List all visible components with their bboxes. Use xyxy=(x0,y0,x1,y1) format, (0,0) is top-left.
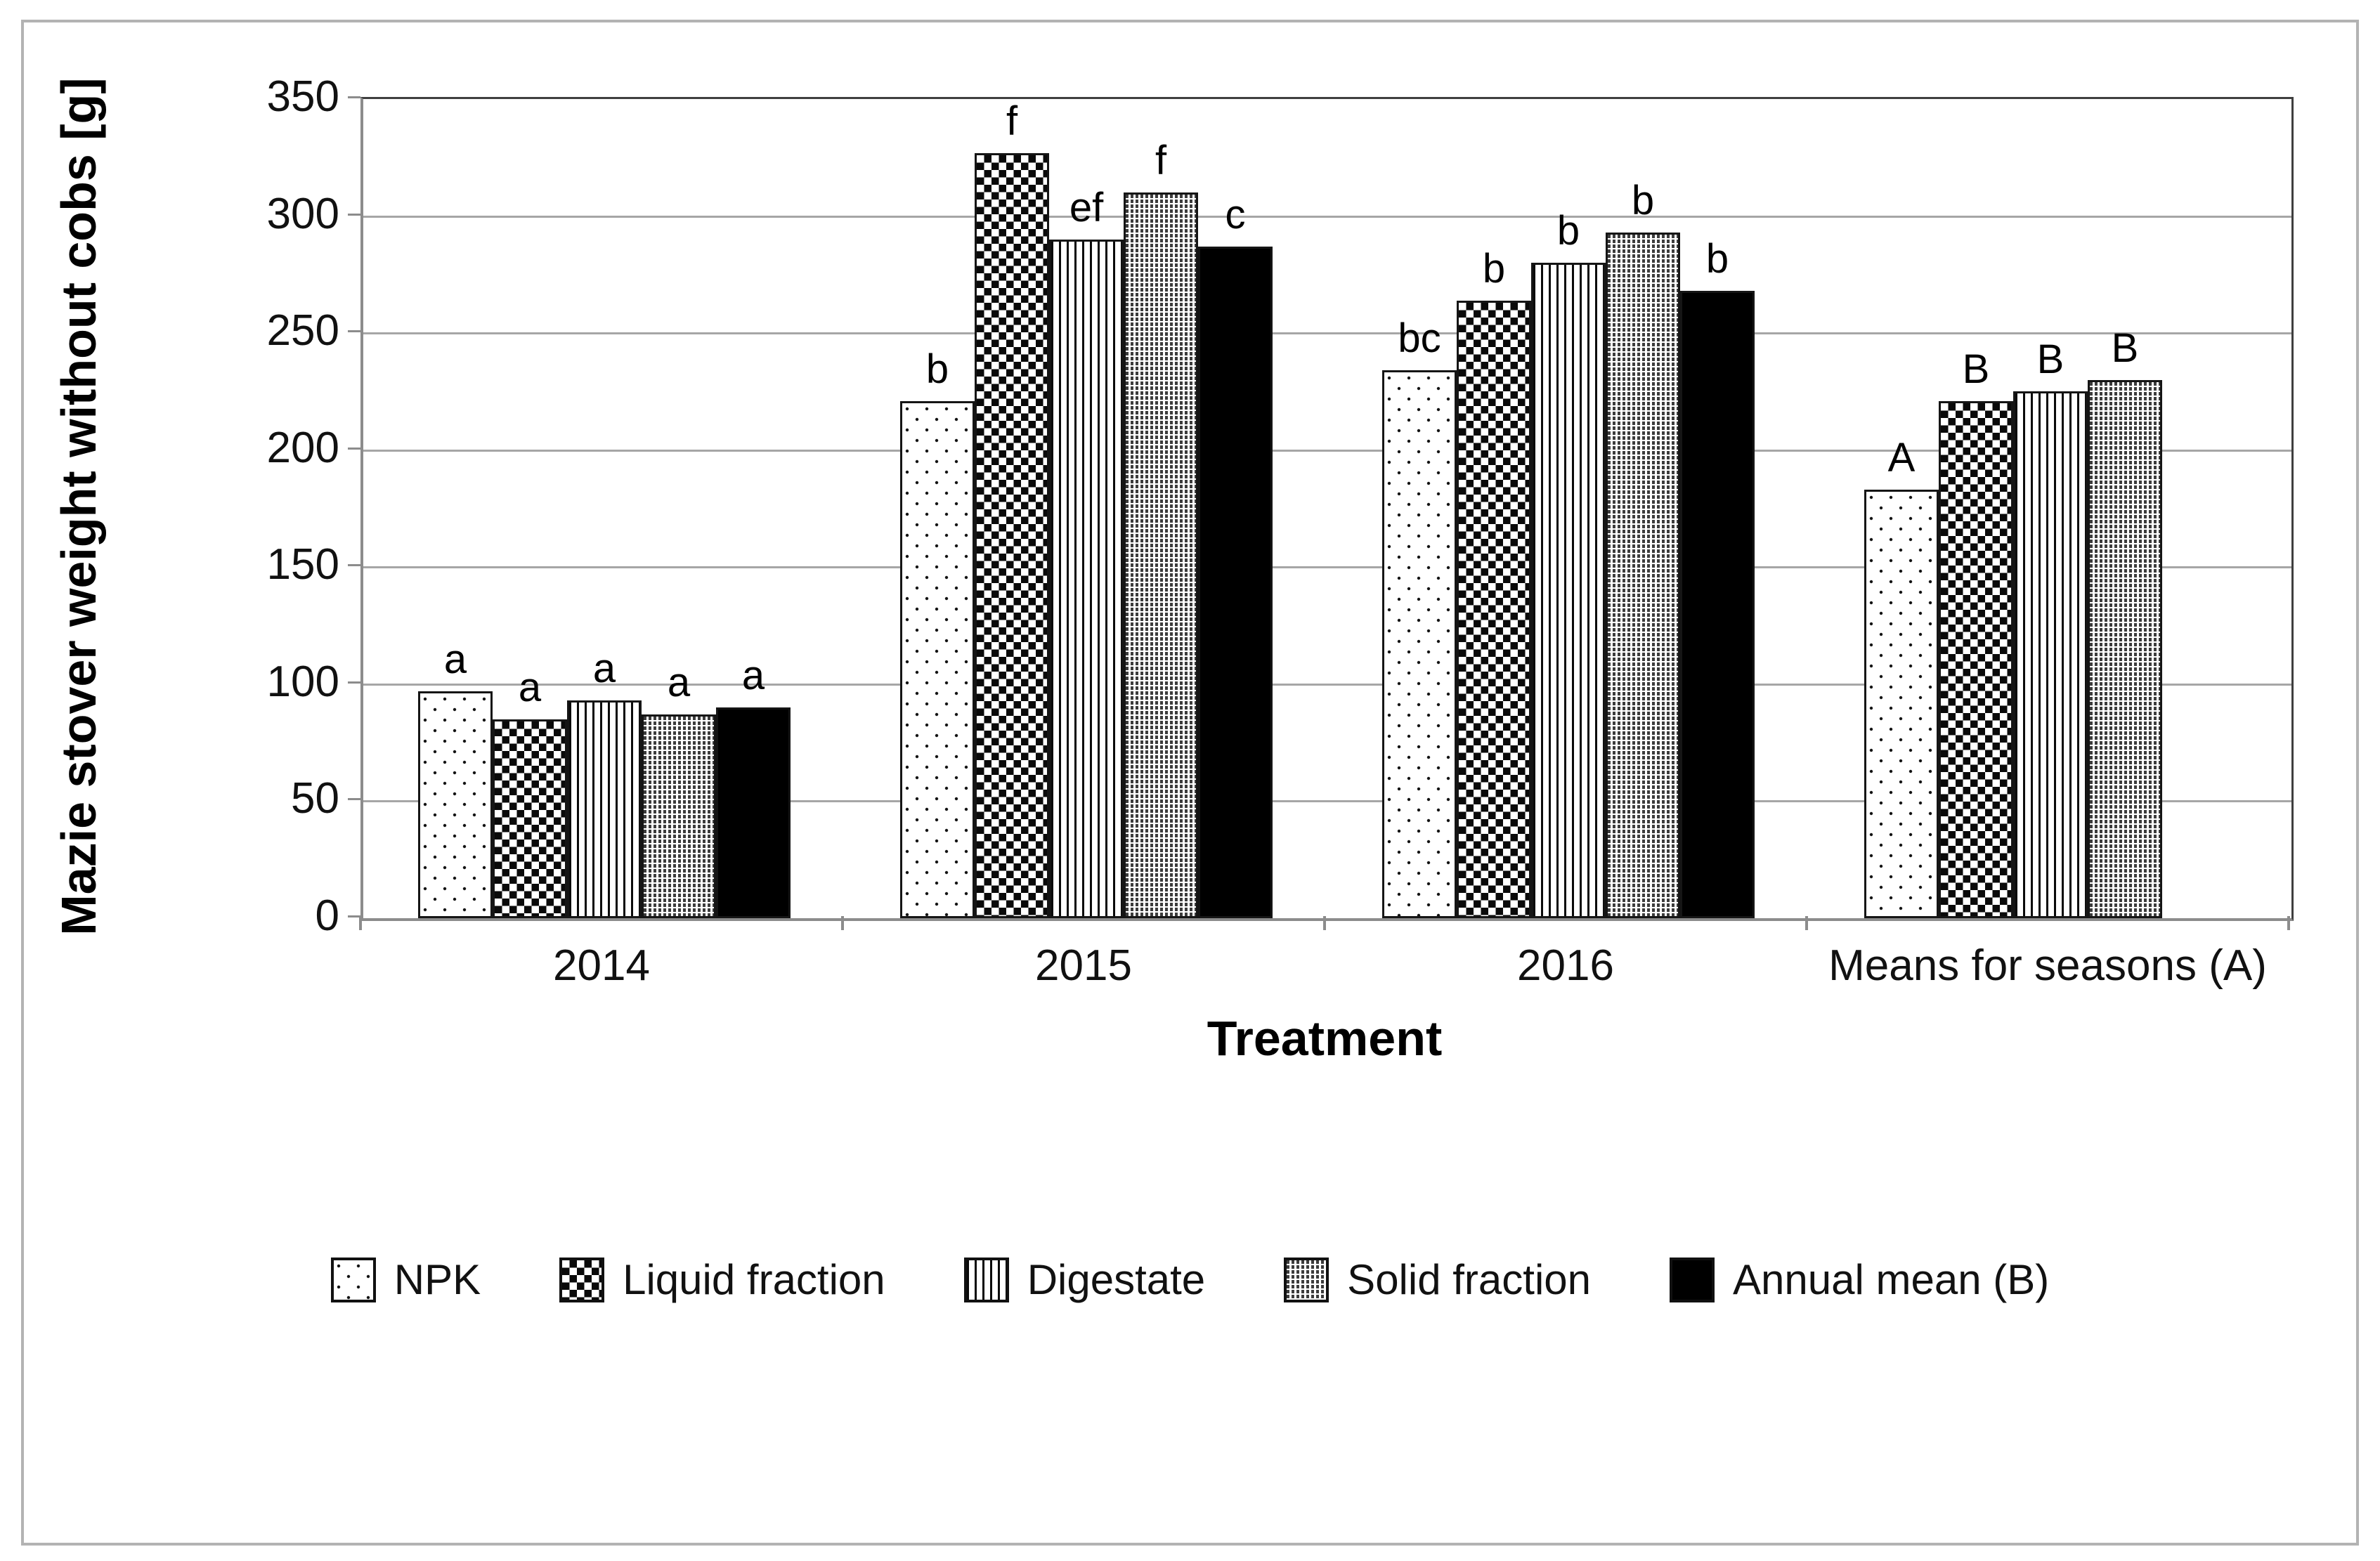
bar-digestate-2014 xyxy=(567,700,642,918)
legend-label: NPK xyxy=(394,1256,481,1303)
x-category-label: 2015 xyxy=(1035,941,1132,990)
significance-label: a xyxy=(518,665,542,710)
legend-item: NPK xyxy=(330,1256,481,1303)
y-tick-label-100: 100 xyxy=(266,657,339,706)
bar-npk-2016 xyxy=(1382,370,1457,918)
legend-item: Annual mean (B) xyxy=(1670,1258,2049,1302)
bar-npk-2014 xyxy=(418,691,493,918)
y-tick-label-200: 200 xyxy=(266,423,339,472)
bar-solid-fraction-2015 xyxy=(1124,192,1198,918)
y-tick-mark xyxy=(348,915,360,917)
bar-solid-fraction-means-for-seasons-a- xyxy=(2088,380,2162,918)
significance-label: bc xyxy=(1398,315,1441,361)
significance-label: f xyxy=(1006,98,1018,144)
y-tick-mark xyxy=(348,96,360,98)
y-tick-label-250: 250 xyxy=(266,306,339,355)
x-tick-mark xyxy=(1805,916,1808,930)
significance-label: a xyxy=(443,636,467,682)
bar-solid-fraction-2014 xyxy=(642,714,716,918)
y-tick-mark xyxy=(348,213,360,216)
significance-label: a xyxy=(592,646,616,691)
y-tick-mark xyxy=(348,681,360,684)
legend-label: Annual mean (B) xyxy=(1733,1256,2050,1303)
solid-pattern-swatch-icon xyxy=(1670,1258,1715,1302)
x-tick-mark xyxy=(1323,916,1326,930)
x-tick-mark xyxy=(359,916,362,930)
legend-item: Liquid fraction xyxy=(559,1258,885,1302)
x-tick-mark xyxy=(2287,916,2290,930)
bar-solid-fraction-2016 xyxy=(1606,233,1680,918)
significance-label: a xyxy=(667,660,691,705)
y-tick-mark xyxy=(348,798,360,801)
gridline-y-100 xyxy=(363,683,2291,686)
significance-label: b xyxy=(925,346,949,392)
y-tick-mark xyxy=(348,330,360,333)
bar-digestate-means-for-seasons-a- xyxy=(2013,391,2088,918)
significance-label: c xyxy=(1225,192,1246,237)
bar-liquid-fraction-2016 xyxy=(1457,301,1531,918)
significance-label: b xyxy=(1631,178,1655,223)
y-axis-title: Mazie stover weight without cobs [g] xyxy=(51,77,106,936)
gridline-y-250 xyxy=(363,332,2291,335)
y-tick-mark xyxy=(348,447,360,450)
legend-item: Digestate xyxy=(963,1256,1206,1303)
significance-label: b xyxy=(1556,208,1580,254)
legend-label: Liquid fraction xyxy=(623,1256,885,1303)
significance-label: ef xyxy=(1069,185,1104,230)
gridline-y-200 xyxy=(363,449,2291,452)
plot-area: a a a a a b f ef f c bc b b b b A B B B xyxy=(360,97,2294,921)
x-category-label: 2016 xyxy=(1517,941,1614,990)
bar-annual-mean-b--2015 xyxy=(1198,247,1273,918)
legend-label: Digestate xyxy=(1027,1256,1206,1303)
y-tick-mark xyxy=(348,564,360,567)
significance-label: a xyxy=(741,653,765,698)
x-category-label: 2014 xyxy=(553,941,650,990)
y-tick-label-150: 150 xyxy=(266,540,339,589)
gridline-y-150 xyxy=(363,566,2291,569)
significance-label: B xyxy=(2036,337,2064,382)
y-tick-label-50: 50 xyxy=(291,774,339,823)
bar-npk-means-for-seasons-a- xyxy=(1864,490,1939,918)
legend-label: Solid fraction xyxy=(1347,1256,1592,1303)
gridline-y-300 xyxy=(363,215,2291,218)
y-tick-label-350: 350 xyxy=(266,72,339,121)
legend-item: Solid fraction xyxy=(1284,1258,1591,1302)
bar-liquid-fraction-2015 xyxy=(975,153,1049,918)
bar-liquid-fraction-means-for-seasons-a- xyxy=(1939,401,2013,918)
bar-annual-mean-b--2016 xyxy=(1680,291,1755,918)
dots-pattern-swatch-icon xyxy=(330,1258,376,1302)
significance-label: B xyxy=(1962,346,1990,392)
y-tick-label-300: 300 xyxy=(266,189,339,238)
significance-label: B xyxy=(2111,325,2139,371)
chart-legend: NPK Liquid fraction Digestate Solid fractio… xyxy=(0,1258,2380,1302)
x-category-label: Means for seasons (A) xyxy=(1828,941,2267,990)
bar-annual-mean-b--2014 xyxy=(716,707,791,918)
bar-digestate-2016 xyxy=(1531,263,1606,918)
significance-label: A xyxy=(1887,435,1916,481)
significance-label: f xyxy=(1155,138,1167,183)
vstripes-pattern-swatch-icon xyxy=(963,1258,1009,1302)
bar-liquid-fraction-2014 xyxy=(493,719,567,918)
bar-npk-2015 xyxy=(900,401,975,918)
finegrid-pattern-swatch-icon xyxy=(1284,1258,1329,1302)
significance-label: b xyxy=(1482,246,1506,292)
y-tick-label-0: 0 xyxy=(315,891,339,940)
checker-pattern-swatch-icon xyxy=(559,1258,605,1302)
x-axis-title: Treatment xyxy=(1207,1011,1443,1066)
bar-digestate-2015 xyxy=(1049,240,1124,918)
x-tick-mark xyxy=(841,916,844,930)
significance-label: b xyxy=(1705,236,1729,282)
gridline-y-50 xyxy=(363,800,2291,803)
